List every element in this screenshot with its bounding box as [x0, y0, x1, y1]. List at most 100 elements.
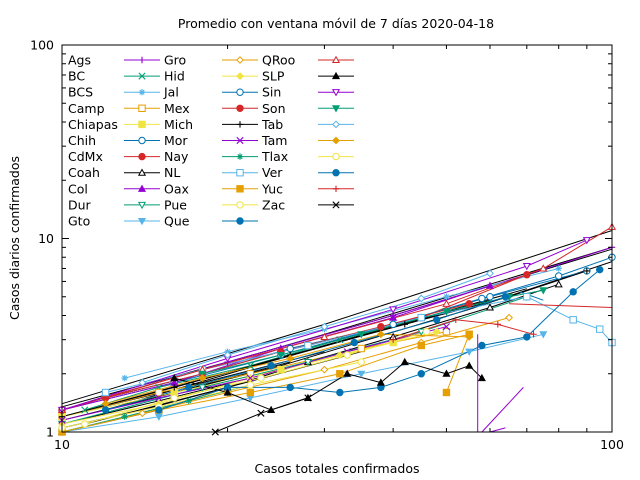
- series-22-point-5: [505, 313, 514, 322]
- series-35-point-2: [389, 306, 398, 314]
- legend-marker-19: [137, 184, 147, 192]
- legend-marker-13: [138, 89, 146, 96]
- series-21-point-3: [357, 370, 366, 378]
- series-32-point-9: [596, 265, 604, 274]
- legend-label-7: Coah: [68, 165, 100, 180]
- series-33-point-4: [539, 264, 548, 272]
- series-19-point-4: [485, 281, 495, 289]
- series-12-point-2: [246, 362, 254, 370]
- legend-marker-16: [138, 136, 146, 145]
- legend-label-16: Mor: [164, 133, 188, 148]
- series-14-point-4: [442, 327, 451, 336]
- series-21-point-5: [539, 331, 548, 339]
- legend-label-2: BCS: [68, 85, 93, 100]
- series-28-point-1: [121, 413, 128, 420]
- series-37-point-2: [320, 322, 329, 331]
- legend-label-28: Tlax: [261, 149, 288, 164]
- legend-label-20: Pue: [164, 197, 187, 212]
- series-41-point-3: [530, 331, 537, 338]
- legend-label-14: Mex: [164, 101, 190, 116]
- legend-marker-32: [236, 217, 244, 225]
- series-27-point-1: [155, 394, 163, 402]
- legend-marker-12: [138, 72, 146, 80]
- legend-label-9: Dur: [68, 197, 92, 212]
- series-36-point-1: [276, 351, 285, 360]
- series-29-point-3: [417, 313, 425, 322]
- x-tick-label-100: 100: [600, 437, 624, 452]
- legend-marker-31: [236, 201, 244, 209]
- series-39-point-3: [343, 351, 351, 359]
- series-40-point-4: [432, 316, 441, 324]
- series-27-point-4: [442, 323, 451, 331]
- legend-label-24: Sin: [262, 85, 281, 100]
- series-27-point-2: [246, 374, 254, 382]
- series-34-point-0: [170, 373, 179, 382]
- series-32-point-0: [155, 406, 163, 414]
- series-32-point-5: [417, 370, 425, 378]
- y-axis-label: Casos diarios confirmados: [7, 156, 22, 320]
- legend-marker-22: [236, 56, 244, 64]
- legend-label-8: Col: [68, 181, 88, 196]
- series-32-point-6: [478, 341, 486, 350]
- series-24-point-5: [554, 272, 563, 280]
- series-14-point-3: [357, 344, 365, 353]
- series-line-33: [61, 226, 613, 411]
- legend-marker-42: [332, 201, 340, 209]
- series-17-point-4: [523, 271, 531, 279]
- legend-marker-17: [138, 152, 146, 161]
- series-36-point-3: [442, 308, 451, 316]
- series-41-point-0: [389, 336, 397, 343]
- x-axis-label: Casos totales confirmados: [255, 461, 420, 476]
- series-35-point-3: [522, 263, 531, 271]
- legend-label-27: Tam: [261, 133, 287, 148]
- series-37-point-4: [486, 269, 494, 278]
- series-20-point-1: [198, 384, 207, 392]
- series-24-point-3: [389, 320, 397, 329]
- series-34-point-7: [442, 369, 451, 377]
- series-14-point-1: [155, 388, 163, 397]
- y-tick-label-1: 1: [46, 425, 54, 440]
- series-36-point-0: [198, 370, 207, 378]
- series-29-point-6: [596, 325, 604, 333]
- legend-label-3: Camp: [68, 101, 105, 116]
- legend-label-10: Gto: [68, 214, 90, 229]
- series-37-point-3: [417, 294, 426, 303]
- series-37-point-0: [138, 378, 147, 387]
- series-18-point-5: [485, 303, 495, 311]
- legend-marker-38: [332, 136, 340, 145]
- legend-label-29: Ver: [262, 165, 283, 180]
- series-34-point-6: [400, 357, 409, 366]
- extra-segment-3: [509, 303, 613, 308]
- series-37-point-1: [223, 351, 232, 359]
- series-24-point-4: [478, 294, 486, 303]
- legend-marker-24: [236, 88, 244, 96]
- extra-segment-2: [489, 427, 506, 433]
- legend-marker-30: [236, 185, 244, 193]
- legend-label-11: Gro: [164, 53, 186, 68]
- series-31-point-2: [246, 381, 255, 389]
- y-tick-label-100: 100: [30, 38, 54, 53]
- series-39-point-0: [81, 420, 89, 428]
- series-line-34: [174, 361, 483, 411]
- series-36-point-2: [357, 331, 366, 339]
- legend-label-17: Nay: [164, 149, 189, 164]
- series-13-point-4: [555, 265, 562, 272]
- series-39-point-4: [422, 327, 431, 336]
- series-line-32: [158, 269, 601, 411]
- x-tick-label-10: 10: [54, 437, 70, 452]
- series-23-point-3: [335, 351, 344, 359]
- series-34-point-5: [376, 378, 385, 386]
- series-35-point-4: [582, 237, 591, 245]
- legend-marker-27: [236, 136, 244, 145]
- legend-label-18: NL: [164, 165, 180, 180]
- series-16-point-4: [486, 293, 494, 301]
- series-38-point-1: [198, 374, 207, 382]
- series-20-point-2: [303, 358, 312, 367]
- series-12-point-3: [336, 336, 344, 344]
- series-32-point-8: [569, 288, 577, 296]
- series-41-point-1: [452, 316, 460, 324]
- legend-marker-14: [138, 104, 146, 112]
- series-39-point-1: [170, 394, 178, 402]
